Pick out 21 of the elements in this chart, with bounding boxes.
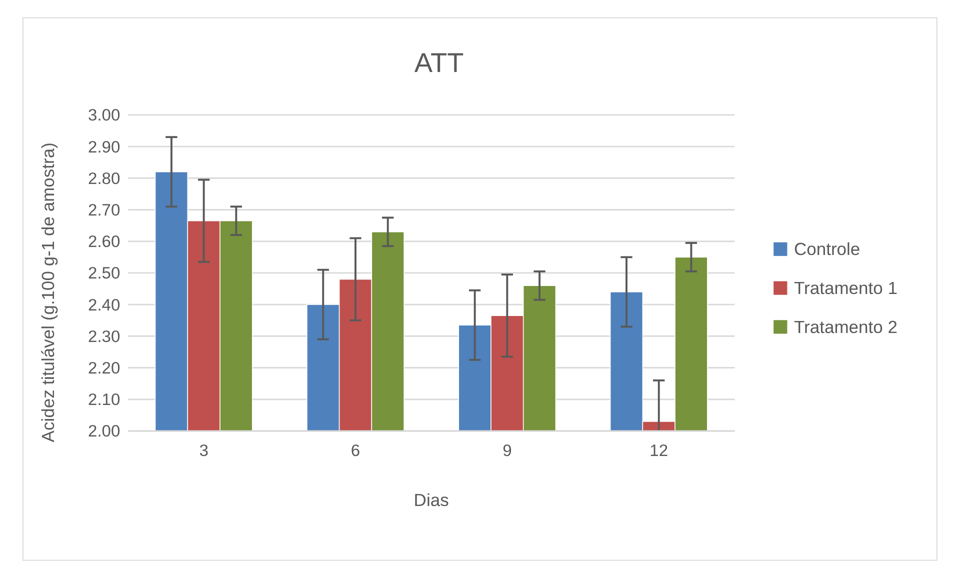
chart-title: ATT: [414, 47, 464, 78]
y-tick-label: 2.70: [88, 200, 120, 220]
y-tick-label: 2.60: [88, 232, 120, 252]
y-tick-label: 2.80: [88, 168, 120, 188]
y-tick-label: 2.00: [88, 422, 120, 441]
y-tick-label: 2.50: [88, 264, 120, 283]
y-tick-label: 2.30: [88, 326, 120, 346]
legend-label: Controle: [794, 239, 860, 260]
x-tick-label: 12: [650, 441, 668, 460]
x-axis-title: Dias: [414, 490, 450, 510]
y-tick-label: 2.40: [88, 295, 120, 314]
legend-label: Tratamento 1: [794, 278, 898, 298]
y-tick-label: 2.10: [88, 390, 120, 410]
x-tick-label: 9: [502, 441, 512, 460]
y-tick-label: 3.00: [88, 106, 120, 125]
x-tick-label: 6: [350, 441, 360, 460]
legend-label: Tratamento 2: [794, 317, 898, 338]
y-tick-label: 2.90: [88, 137, 120, 156]
y-tick-label: 2.20: [88, 358, 120, 378]
x-tick-label: 3: [199, 441, 208, 460]
y-axis-title: Acidez titulável (g.100 g-1 de amostra): [38, 142, 58, 442]
